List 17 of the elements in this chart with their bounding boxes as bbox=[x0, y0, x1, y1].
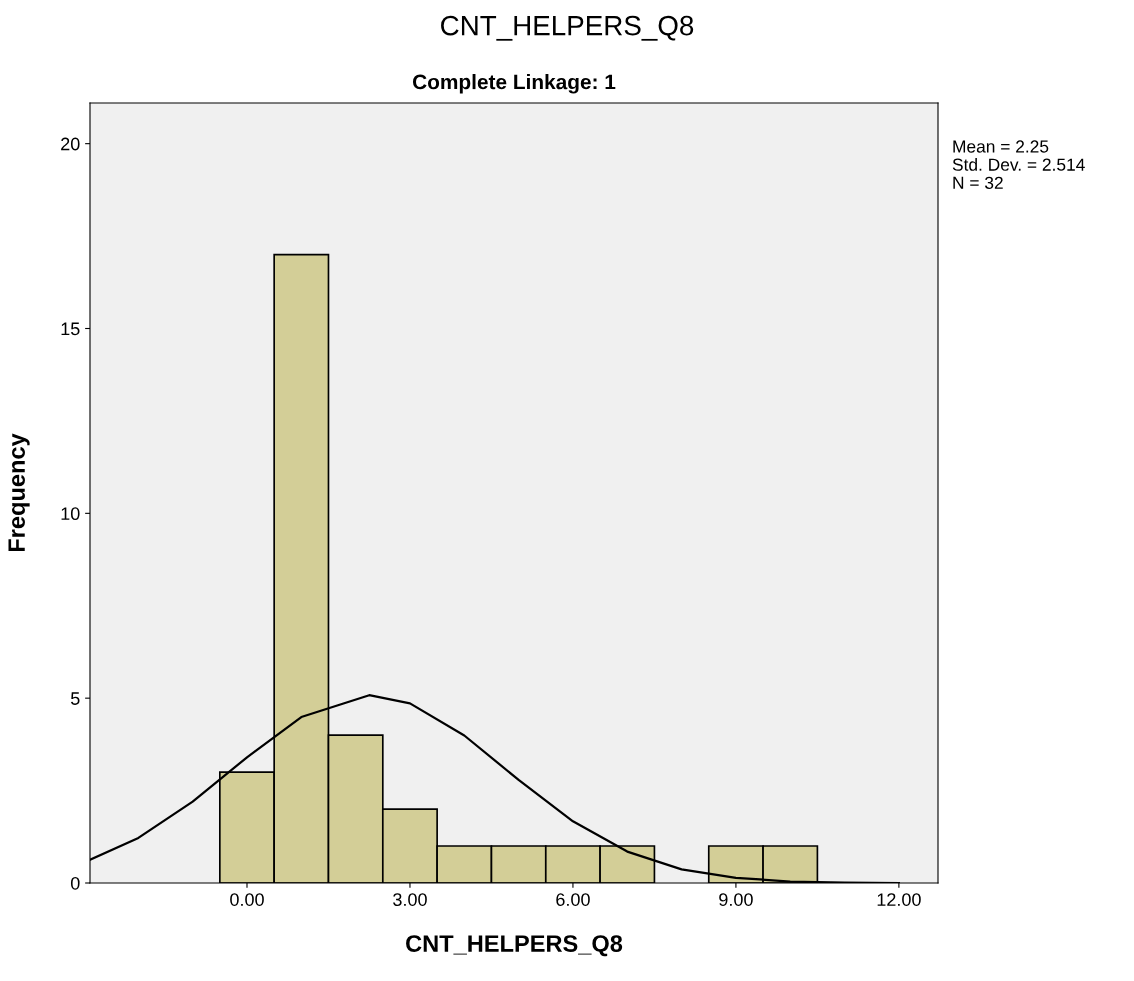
y-tick-label: 15 bbox=[61, 322, 80, 336]
text: N = 32 bbox=[953, 176, 1003, 189]
text: Std. Dev. = 2.514 bbox=[952, 158, 1085, 171]
y-tick-label: 20 bbox=[61, 137, 80, 151]
text: Mean = 2.25 bbox=[953, 140, 1049, 153]
y-tick-label: 10 bbox=[61, 507, 80, 521]
x-tick-label: 0.00 bbox=[230, 893, 264, 906]
y-axis-title: Frequency bbox=[8, 433, 30, 552]
x-tick-label: 6.00 bbox=[556, 893, 590, 906]
x-tick-label: 12.00 bbox=[877, 893, 921, 906]
x-tick-label: 3.00 bbox=[393, 893, 427, 906]
chart-title: CNT_HELPERS_Q8 bbox=[441, 15, 694, 41]
x-axis-title: CNT_HELPERS_Q8 bbox=[406, 935, 623, 957]
chart-subtitle: Complete Linkage: 1 bbox=[412, 74, 616, 94]
y-tick-label: 5 bbox=[70, 692, 80, 705]
y-tick-label: 0 bbox=[70, 876, 80, 890]
x-tick-label: 9.00 bbox=[719, 893, 753, 906]
